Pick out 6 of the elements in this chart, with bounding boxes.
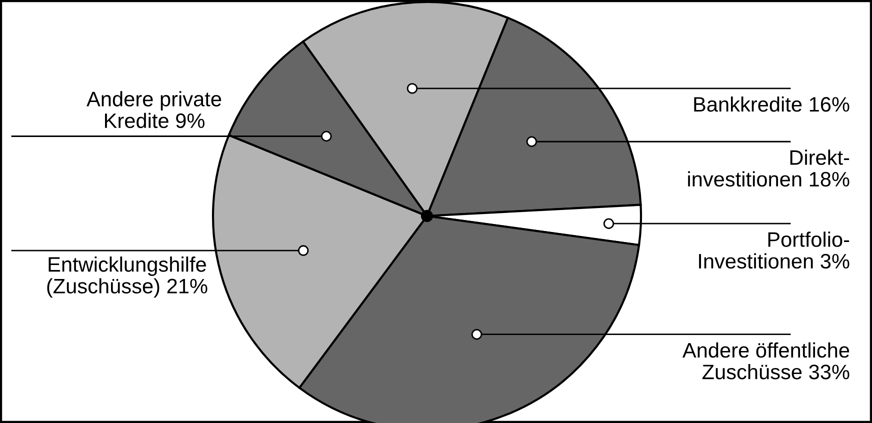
slice-label: Direkt- investitionen 18%	[688, 150, 850, 187]
slice-label: Andere öffentliche Zuschüsse 33%	[682, 342, 850, 380]
slice-label: Bankkredite 16%	[694, 96, 850, 112]
slice-label: Andere private Kredite 9%	[86, 91, 222, 128]
slice-label: Portfolio- Investitionen 3%	[699, 232, 850, 269]
slice-label: Entwicklungshilfe (Zuschüsse) 21%	[47, 256, 208, 298]
